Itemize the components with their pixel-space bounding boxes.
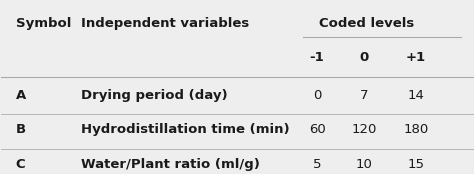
Text: 5: 5 xyxy=(313,157,321,171)
Text: -1: -1 xyxy=(310,51,325,64)
Text: B: B xyxy=(16,123,26,136)
Text: 15: 15 xyxy=(408,157,425,171)
Text: Drying period (day): Drying period (day) xyxy=(82,89,228,102)
Text: 60: 60 xyxy=(309,123,326,136)
Text: Hydrodistillation time (min): Hydrodistillation time (min) xyxy=(82,123,290,136)
Text: 0: 0 xyxy=(313,89,321,102)
Text: +1: +1 xyxy=(406,51,426,64)
Text: 180: 180 xyxy=(403,123,428,136)
Text: 10: 10 xyxy=(356,157,373,171)
Text: Symbol: Symbol xyxy=(16,17,71,30)
Text: C: C xyxy=(16,157,25,171)
Text: A: A xyxy=(16,89,26,102)
Text: 0: 0 xyxy=(360,51,369,64)
Text: 7: 7 xyxy=(360,89,368,102)
Text: 14: 14 xyxy=(408,89,425,102)
Text: Water/Plant ratio (ml/g): Water/Plant ratio (ml/g) xyxy=(82,157,260,171)
Text: Coded levels: Coded levels xyxy=(319,17,414,30)
Text: Independent variables: Independent variables xyxy=(82,17,250,30)
Text: 120: 120 xyxy=(352,123,377,136)
